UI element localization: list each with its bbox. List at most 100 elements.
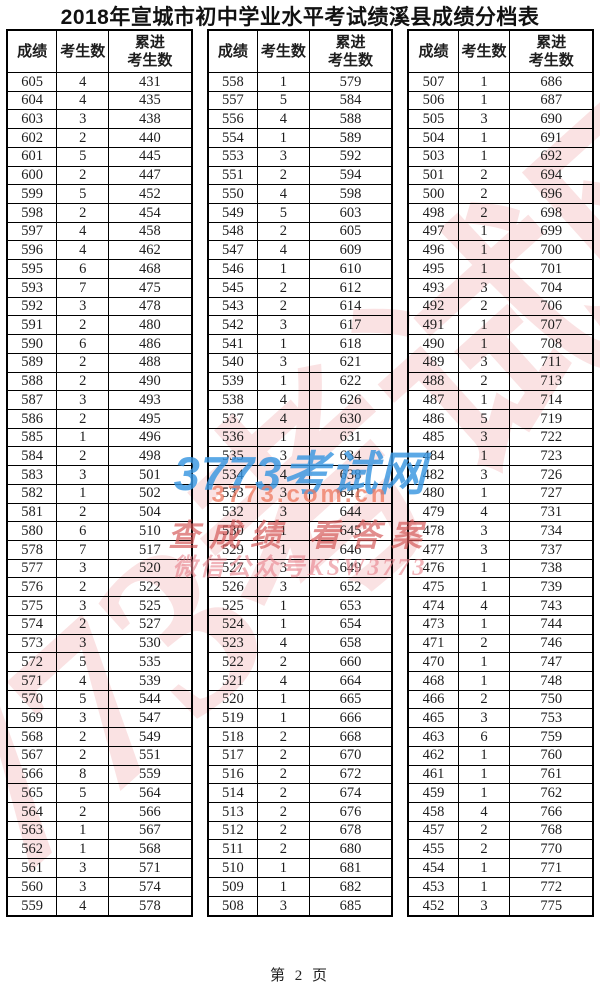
score-cell: 605 <box>6 72 58 92</box>
count-cell: 1 <box>257 876 310 897</box>
count-cell: 1 <box>457 764 511 785</box>
score-cell: 603 <box>6 109 58 130</box>
table-row: 509 1 682 <box>207 876 393 897</box>
count-cell: 1 <box>257 596 310 616</box>
table-row: 568 2 549 <box>6 727 193 747</box>
cumulative-cell: 475 <box>108 277 193 298</box>
count-cell: 2 <box>257 764 310 785</box>
table-row: 503 1 692 <box>407 146 594 167</box>
table-row: 558 1 579 <box>207 72 393 92</box>
header-row: 成绩 考生数 累进 考生数 <box>6 29 193 73</box>
score-table-left: 成绩 考生数 累进 考生数 605 4 431 604 4 435 603 3 438 602 2 4… <box>6 29 193 917</box>
cumulative-cell: 517 <box>108 539 193 560</box>
score-cell: 602 <box>6 128 58 148</box>
score-cell: 587 <box>6 390 58 410</box>
score-cell: 457 <box>407 820 459 841</box>
score-cell: 509 <box>207 876 259 897</box>
table-row: 547 4 609 <box>207 240 393 261</box>
table-row: 495 1 701 <box>407 259 594 279</box>
count-cell: 3 <box>457 465 511 485</box>
count-cell: 2 <box>56 128 110 148</box>
cumulative-cell: 551 <box>108 745 193 766</box>
count-cell: 6 <box>56 334 110 354</box>
cumulative-cell: 567 <box>108 820 193 841</box>
score-cell: 462 <box>407 745 459 766</box>
table-row: 586 2 495 <box>6 408 193 429</box>
table-row: 546 1 610 <box>207 259 393 279</box>
cumulative-cell: 594 <box>308 165 393 186</box>
table-row: 497 1 699 <box>407 221 594 242</box>
score-cell: 508 <box>207 895 259 917</box>
cumulative-cell: 574 <box>108 876 193 897</box>
score-cell: 492 <box>407 296 459 317</box>
cumulative-cell: 723 <box>509 446 594 467</box>
cumulative-cell: 498 <box>108 446 193 467</box>
cumulative-cell: 744 <box>509 614 594 635</box>
table-row: 567 2 551 <box>6 745 193 766</box>
table-row: 566 8 559 <box>6 764 193 785</box>
table-row: 484 1 723 <box>407 446 594 467</box>
count-cell: 3 <box>457 539 511 560</box>
table-row: 454 1 771 <box>407 858 594 878</box>
cumulative-cell: 641 <box>308 483 393 504</box>
score-cell: 491 <box>407 315 459 336</box>
count-cell: 1 <box>457 221 511 242</box>
count-cell: 4 <box>56 221 110 242</box>
count-cell: 2 <box>56 577 110 598</box>
cumulative-cell: 654 <box>308 614 393 635</box>
score-cell: 520 <box>207 689 259 710</box>
table-row: 603 3 438 <box>6 109 193 130</box>
cumulative-cell: 666 <box>308 708 393 729</box>
cumulative-cell: 753 <box>509 708 594 729</box>
cumulative-cell: 559 <box>108 764 193 785</box>
score-cell: 465 <box>407 708 459 729</box>
score-cell: 584 <box>6 446 58 467</box>
count-cell: 3 <box>56 858 110 878</box>
score-table-right: 成绩 考生数 累进 考生数 507 1 686 506 1 687 505 3 690 504 1 6… <box>407 29 595 917</box>
count-cell: 1 <box>257 539 310 560</box>
score-cell: 524 <box>207 614 259 635</box>
count-cell: 2 <box>257 745 310 766</box>
score-cell: 558 <box>207 72 259 92</box>
score-cell: 556 <box>207 109 259 130</box>
count-cell: 1 <box>457 577 511 598</box>
cumulative-cell: 644 <box>308 502 393 523</box>
score-cell: 493 <box>407 277 459 298</box>
table-row: 574 2 527 <box>6 614 193 635</box>
cumulative-cell: 708 <box>509 334 594 354</box>
table-row: 465 3 753 <box>407 708 594 729</box>
score-cell: 575 <box>6 596 58 616</box>
table-row: 543 2 614 <box>207 296 393 317</box>
table-row: 476 1 738 <box>407 558 594 579</box>
count-cell: 2 <box>56 408 110 429</box>
cumulative-cell: 672 <box>308 764 393 785</box>
table-row: 564 2 566 <box>6 802 193 822</box>
cumulative-cell: 452 <box>108 184 193 205</box>
count-cell: 1 <box>257 128 310 148</box>
score-cell: 560 <box>6 876 58 897</box>
count-cell: 5 <box>457 408 511 429</box>
count-cell: 1 <box>257 614 310 635</box>
count-cell: 5 <box>56 652 110 672</box>
count-cell: 1 <box>457 671 511 691</box>
count-cell: 2 <box>457 203 511 223</box>
cumulative-cell: 680 <box>308 839 393 860</box>
score-cell: 500 <box>407 184 459 205</box>
count-cell: 2 <box>457 371 511 392</box>
count-cell: 2 <box>457 820 511 841</box>
count-cell: 3 <box>56 558 110 579</box>
table-row: 553 3 592 <box>207 146 393 167</box>
cumulative-cell: 634 <box>308 446 393 467</box>
table-row: 532 3 644 <box>207 502 393 523</box>
cumulative-cell: 760 <box>509 745 594 766</box>
count-cell: 1 <box>56 820 110 841</box>
score-cell: 486 <box>407 408 459 429</box>
table-row: 581 2 504 <box>6 502 193 523</box>
table-row: 596 4 462 <box>6 240 193 261</box>
table-row: 578 7 517 <box>6 539 193 560</box>
col-header-cumulative: 累进 考生数 <box>509 29 594 73</box>
count-cell: 3 <box>257 577 310 598</box>
count-cell: 2 <box>56 315 110 336</box>
count-cell: 4 <box>257 390 310 410</box>
